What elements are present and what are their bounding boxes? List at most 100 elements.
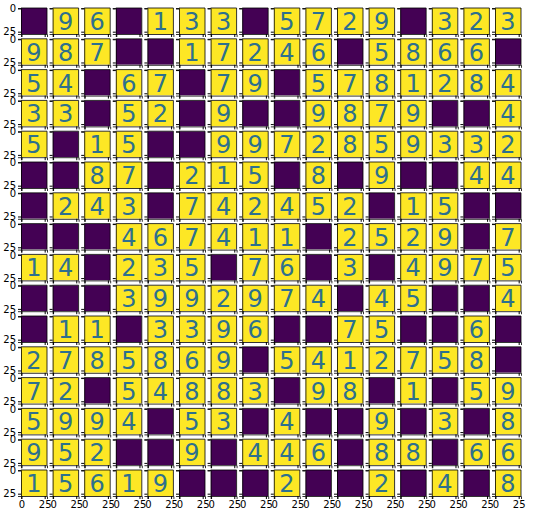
y-axis bbox=[144, 39, 148, 65]
subplot: 8 bbox=[176, 378, 206, 407]
digit: 1 bbox=[406, 193, 421, 221]
digit: 5 bbox=[184, 408, 199, 436]
axis-line bbox=[113, 255, 117, 281]
y-axis bbox=[429, 39, 433, 65]
subplot bbox=[302, 254, 332, 283]
subplot bbox=[239, 100, 269, 129]
axis-line bbox=[144, 101, 148, 127]
y-axis bbox=[81, 193, 85, 219]
plot-area bbox=[84, 285, 110, 311]
digit: 4 bbox=[58, 70, 73, 98]
subplot: 2 bbox=[429, 70, 459, 99]
y-axis bbox=[81, 255, 85, 281]
digit: 7 bbox=[374, 100, 389, 128]
axis-line bbox=[22, 250, 48, 253]
y-axis bbox=[334, 70, 338, 96]
tick: 0 bbox=[10, 34, 21, 45]
axis-line bbox=[53, 158, 79, 161]
y-axis bbox=[302, 347, 306, 373]
y-axis bbox=[50, 9, 54, 35]
y-axis bbox=[429, 132, 433, 158]
axis-line bbox=[18, 193, 22, 219]
digit: 2 bbox=[406, 224, 421, 252]
y-axis bbox=[334, 39, 338, 65]
axis-line bbox=[113, 132, 117, 158]
axis-line bbox=[18, 39, 22, 65]
y-axis bbox=[429, 101, 433, 127]
digit: 6 bbox=[469, 39, 484, 67]
x-axis bbox=[116, 342, 142, 345]
axis-line bbox=[176, 255, 180, 281]
subplot: 4 bbox=[113, 224, 143, 253]
digit: 5 bbox=[279, 347, 294, 375]
subplot: 1 bbox=[144, 8, 174, 37]
axis-line bbox=[239, 378, 243, 404]
subplot: 3 bbox=[176, 8, 206, 37]
axis-line bbox=[176, 409, 180, 435]
blank-image bbox=[369, 193, 395, 219]
plot-area bbox=[84, 224, 110, 250]
axis-line bbox=[144, 39, 148, 65]
digit: 2 bbox=[248, 193, 263, 221]
plot-area bbox=[432, 162, 458, 188]
axis-line bbox=[432, 189, 458, 192]
y-axis bbox=[176, 193, 180, 219]
axis-line bbox=[460, 347, 464, 373]
axis-line bbox=[271, 9, 275, 35]
axis-line bbox=[271, 409, 275, 435]
digit: 6 bbox=[248, 316, 263, 344]
x-axis bbox=[116, 65, 142, 68]
axis-line bbox=[366, 378, 370, 404]
subplot bbox=[492, 316, 522, 345]
subplot bbox=[50, 285, 80, 314]
digit: 7 bbox=[279, 131, 294, 159]
subplot: 9 bbox=[302, 100, 332, 129]
y-axis bbox=[366, 255, 370, 281]
blank-image bbox=[53, 224, 79, 250]
subplot bbox=[271, 100, 301, 129]
y-axis bbox=[429, 378, 433, 404]
digit: 4 bbox=[153, 378, 168, 406]
axis-line bbox=[208, 101, 212, 127]
subplot bbox=[302, 316, 332, 345]
digit: 5 bbox=[121, 100, 136, 128]
y-axis bbox=[334, 193, 338, 219]
axis-line bbox=[22, 312, 48, 315]
y-axis bbox=[113, 255, 117, 281]
axis-line bbox=[176, 378, 180, 404]
plot-area bbox=[305, 254, 331, 280]
blank-image bbox=[53, 162, 79, 188]
blank-image bbox=[53, 285, 79, 311]
axis-line bbox=[113, 70, 117, 96]
digit: 1 bbox=[90, 316, 105, 344]
y-axis bbox=[271, 9, 275, 35]
plot-area bbox=[274, 378, 300, 404]
y-axis bbox=[271, 39, 275, 65]
axis-line bbox=[401, 343, 427, 346]
axis-line bbox=[366, 132, 370, 158]
x-axis bbox=[180, 126, 206, 129]
subplot bbox=[81, 285, 111, 314]
plot-area bbox=[495, 193, 521, 219]
axis-line bbox=[53, 312, 79, 315]
digit: 3 bbox=[121, 285, 136, 313]
subplot: 7 bbox=[176, 193, 206, 222]
blank-image bbox=[242, 408, 268, 434]
subplot: 3 bbox=[50, 100, 80, 129]
axis-line bbox=[302, 101, 306, 127]
axis-line bbox=[492, 132, 496, 158]
digit: 9 bbox=[216, 131, 231, 159]
axis-line bbox=[366, 39, 370, 65]
axis-line bbox=[180, 96, 206, 99]
axis-line bbox=[302, 317, 306, 343]
subplot: 2 bbox=[50, 378, 80, 407]
subplot: 3 bbox=[208, 8, 238, 37]
axis-line bbox=[432, 312, 458, 315]
axis-line bbox=[271, 39, 275, 65]
x-axis bbox=[369, 280, 395, 283]
axis-line bbox=[50, 193, 54, 219]
axis-line bbox=[460, 70, 464, 96]
subplot bbox=[50, 131, 80, 160]
subplot: 7 bbox=[113, 162, 143, 191]
axis-line bbox=[334, 378, 338, 404]
